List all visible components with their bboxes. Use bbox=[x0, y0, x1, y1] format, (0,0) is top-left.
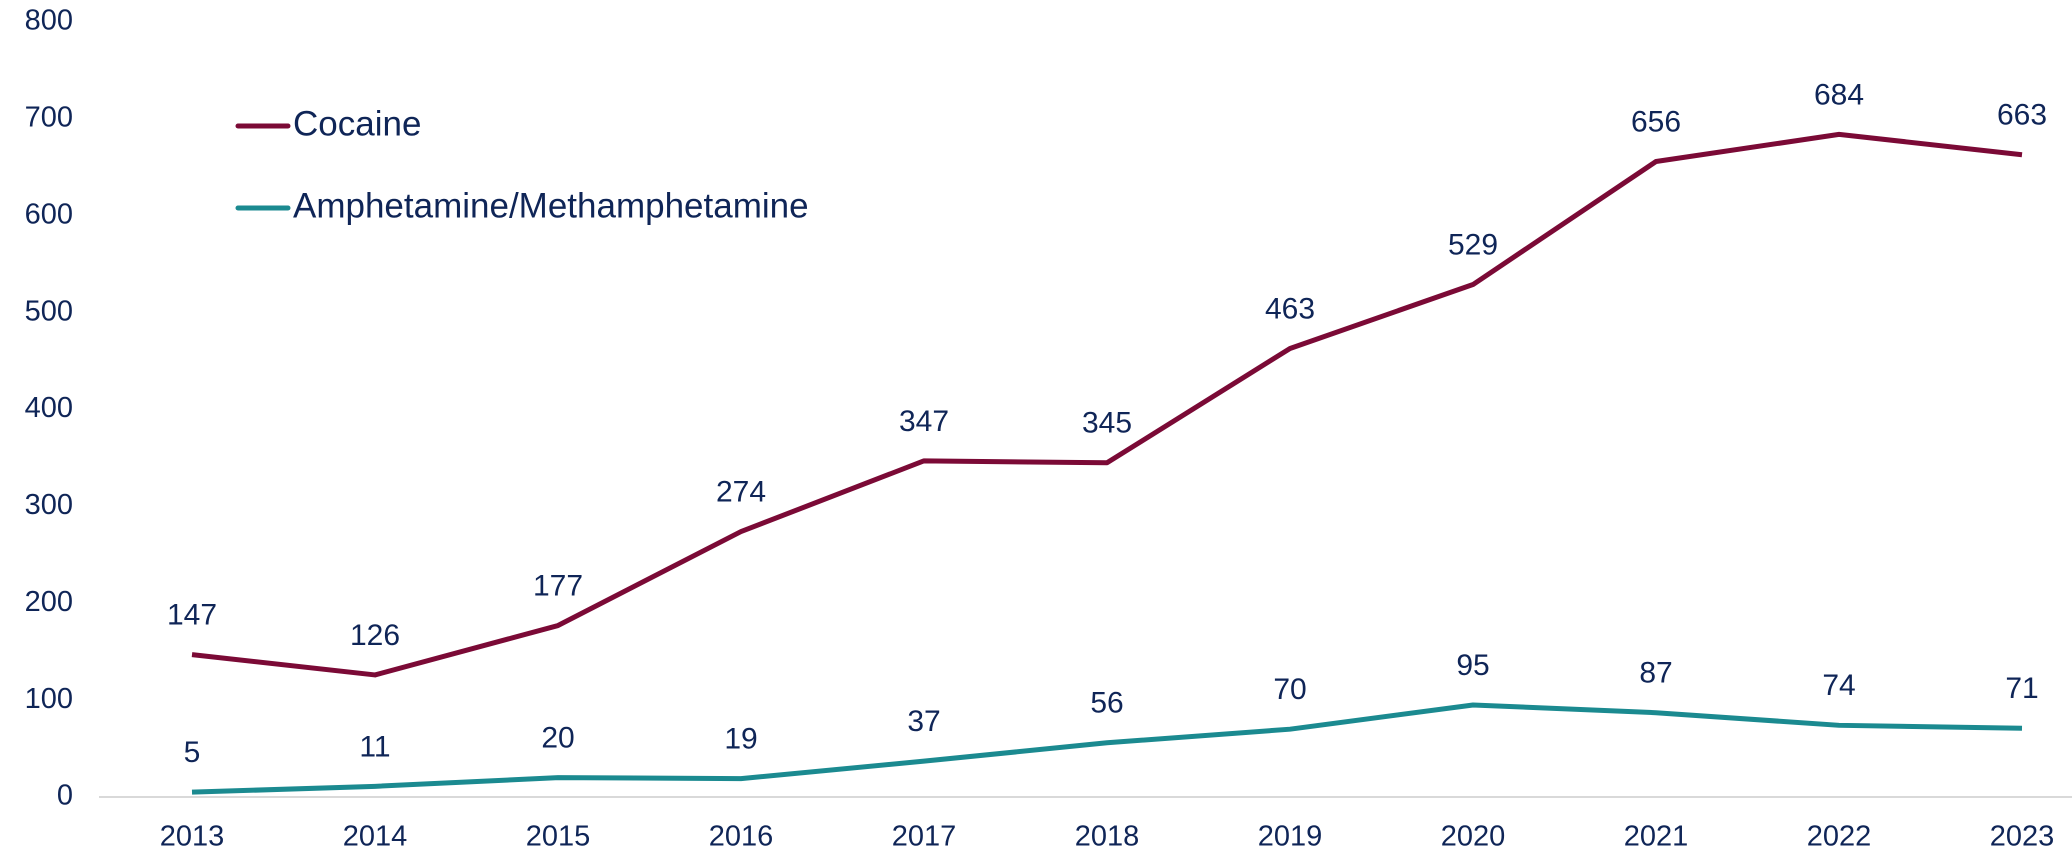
y-tick-label: 800 bbox=[25, 5, 73, 37]
x-tick-label: 2016 bbox=[709, 821, 774, 853]
data-label: 71 bbox=[2005, 672, 2038, 705]
data-label: 20 bbox=[541, 722, 574, 755]
data-label: 37 bbox=[907, 705, 940, 738]
data-label: 663 bbox=[1997, 99, 2047, 132]
y-tick-label: 600 bbox=[25, 198, 73, 230]
x-tick-label: 2021 bbox=[1624, 821, 1689, 853]
x-tick-label: 2023 bbox=[1990, 821, 2055, 853]
y-tick-label: 0 bbox=[57, 780, 73, 812]
y-tick-label: 300 bbox=[25, 489, 73, 521]
x-tick-label: 2017 bbox=[892, 821, 957, 853]
x-tick-label: 2018 bbox=[1075, 821, 1140, 853]
x-tick-label: 2019 bbox=[1258, 821, 1323, 853]
data-label: 11 bbox=[359, 730, 390, 763]
x-tick-label: 2022 bbox=[1807, 821, 1872, 853]
data-label: 177 bbox=[533, 569, 583, 602]
series-line bbox=[191, 131, 2023, 678]
legend-label: Cocaine bbox=[293, 104, 421, 143]
x-tick-label: 2013 bbox=[160, 821, 225, 853]
data-label: 345 bbox=[1082, 407, 1132, 440]
data-label: 70 bbox=[1273, 673, 1306, 706]
data-label: 347 bbox=[899, 405, 949, 438]
y-tick-label: 200 bbox=[25, 586, 73, 618]
y-tick-label: 700 bbox=[25, 102, 73, 134]
legend-label: Amphetamine/Methamphetamine bbox=[293, 186, 809, 225]
data-label: 19 bbox=[724, 723, 757, 756]
data-label: 56 bbox=[1090, 687, 1123, 720]
y-tick-label: 100 bbox=[25, 683, 73, 715]
series-line bbox=[191, 702, 2023, 795]
data-label: 126 bbox=[350, 619, 400, 652]
data-label: 274 bbox=[716, 475, 766, 508]
data-label: 684 bbox=[1814, 78, 1864, 111]
data-label: 529 bbox=[1448, 228, 1498, 261]
data-label: 147 bbox=[167, 599, 217, 632]
data-label: 95 bbox=[1456, 649, 1489, 682]
x-tick-label: 2020 bbox=[1441, 821, 1506, 853]
data-label: 463 bbox=[1265, 292, 1315, 325]
data-label: 74 bbox=[1822, 669, 1855, 702]
x-tick-label: 2014 bbox=[343, 821, 408, 853]
data-label: 5 bbox=[184, 736, 201, 769]
x-tick-label: 2015 bbox=[526, 821, 591, 853]
data-label: 656 bbox=[1631, 105, 1681, 138]
data-label: 87 bbox=[1639, 657, 1672, 690]
y-tick-label: 400 bbox=[25, 392, 73, 424]
y-tick-label: 500 bbox=[25, 295, 73, 327]
